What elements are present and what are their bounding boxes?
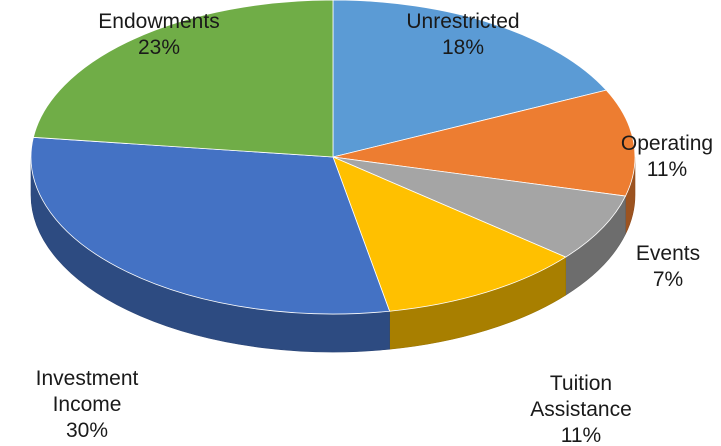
- slice-label-tuition-assistance: Tuition Assistance 11%: [530, 372, 632, 446]
- slice-label-operating: Operating 11%: [621, 132, 713, 181]
- pie-top-layer: [30, 0, 636, 315]
- pie-slice-unrestricted: [332, 0, 608, 158]
- slice-percent: 11%: [647, 158, 687, 181]
- slice-label-unrestricted: Unrestricted 18%: [406, 10, 519, 59]
- pie-slice-tuition-assistance: [332, 156, 567, 312]
- pie-labels: Unrestricted 18% Operating 11% Events 7% Tuiti…: [36, 10, 713, 446]
- pie-depth-layer: [30, 156, 636, 353]
- slice-percent: 11%: [561, 424, 601, 446]
- pie-slice-events: [332, 156, 627, 258]
- slice-label-investment-income: Investment Income 30%: [36, 367, 139, 442]
- slice-percent: 7%: [653, 268, 683, 291]
- slice-percent: 30%: [66, 419, 108, 442]
- slice-label-endowments: Endowments 23%: [98, 10, 219, 59]
- slice-percent: 23%: [138, 36, 180, 59]
- pie-slice-investment-income: [30, 136, 391, 315]
- pie-slice-operating: [332, 89, 636, 197]
- slice-percent: 18%: [442, 36, 484, 59]
- pie-slice-endowments: [32, 0, 334, 158]
- slice-label-events: Events 7%: [636, 242, 700, 291]
